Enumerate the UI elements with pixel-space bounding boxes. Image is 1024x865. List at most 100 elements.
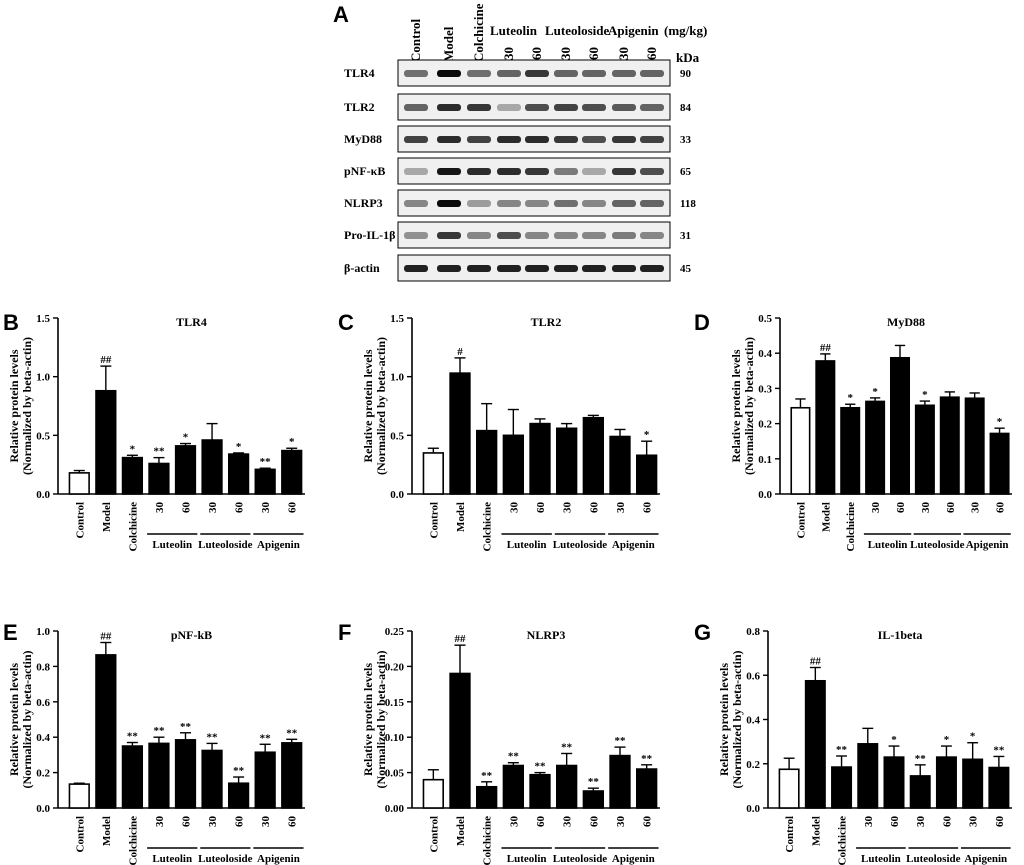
x-tick-label: 30: [915, 816, 927, 828]
y-axis-label: Relative protein levels: [717, 663, 731, 776]
x-tick-label: 60: [642, 816, 654, 828]
y-axis-label: Relative protein levels: [7, 349, 21, 462]
x-tick-label: Colchicine: [482, 502, 494, 552]
group-label: Apigenin: [257, 539, 300, 551]
x-tick-label: 60: [994, 816, 1006, 828]
y-tick-label: 0.6: [746, 670, 760, 682]
kda-value: 33: [680, 134, 692, 146]
significance-mark: #: [457, 346, 463, 358]
drug-header-apigenin: Apigenin: [608, 23, 659, 38]
group-label: Luteolin: [868, 539, 908, 551]
bar: [582, 416, 605, 495]
x-tick-label: Model: [101, 816, 113, 846]
significance-mark: **: [535, 761, 547, 773]
blot-band: [640, 70, 664, 77]
significance-mark: ##: [820, 342, 832, 354]
kda-value: 65: [680, 166, 692, 178]
blot-band: [404, 104, 428, 111]
bar: [939, 396, 960, 495]
blot-band: [554, 232, 578, 239]
lane-header: 30: [501, 47, 516, 60]
significance-mark: *: [644, 429, 650, 441]
kda-label: kDa: [676, 50, 700, 65]
x-tick-label: Control: [784, 816, 796, 852]
y-tick-label: 0.4: [758, 348, 772, 360]
blot-band: [582, 168, 606, 175]
significance-mark: **: [260, 456, 272, 468]
blot-band: [582, 232, 606, 239]
bar: [582, 790, 605, 809]
blot-band: [467, 265, 491, 272]
bar: [889, 356, 911, 495]
significance-mark: *: [289, 436, 295, 448]
x-tick-label: 30: [920, 502, 932, 514]
x-tick-label: Colchicine: [837, 816, 849, 865]
bar: [68, 472, 90, 495]
y-tick-label: 1.0: [36, 626, 50, 638]
blot-band: [582, 200, 606, 207]
blot-band: [525, 168, 549, 175]
group-label: Luteolin: [152, 853, 192, 865]
bar: [815, 360, 836, 495]
significance-mark: **: [508, 751, 520, 763]
x-tick-label: Model: [810, 816, 822, 846]
panel-letter-a: A: [333, 2, 349, 27]
significance-mark: **: [286, 727, 298, 739]
y-tick-label: 0.05: [385, 768, 405, 780]
y-axis-label: (Normalized by beta-actin): [374, 651, 388, 789]
blot-band: [467, 232, 491, 239]
lane-header: Model: [441, 26, 456, 62]
bar: [635, 454, 658, 495]
blot-band: [467, 104, 491, 111]
y-axis-label: Relative protein levels: [7, 663, 21, 776]
blot-band: [497, 265, 521, 272]
band-label: TLR4: [344, 66, 375, 80]
lane-header: Control: [408, 19, 423, 62]
blot-band: [497, 136, 521, 143]
blot-band: [525, 136, 549, 143]
y-tick-label: 0.8: [746, 626, 760, 638]
blot-band: [640, 200, 664, 207]
band-label: pNF-κB: [344, 164, 385, 178]
x-tick-label: 60: [535, 816, 547, 828]
x-tick-label: 60: [895, 502, 907, 514]
panel-letter: G: [694, 620, 711, 645]
blot-band: [525, 200, 549, 207]
significance-mark: **: [615, 735, 627, 747]
x-tick-label: 60: [234, 502, 246, 514]
y-tick-label: 0.1: [758, 454, 772, 466]
x-tick-label: 60: [642, 502, 654, 514]
bar: [227, 782, 250, 809]
kda-value: 84: [680, 102, 692, 114]
significance-mark: **: [127, 731, 139, 743]
blot-band: [497, 168, 521, 175]
panel-letter: E: [3, 620, 18, 645]
bar: [174, 445, 197, 495]
blot-band: [612, 265, 636, 272]
blot-band: [582, 265, 606, 272]
blot-band: [404, 200, 428, 207]
x-tick-label: 30: [207, 502, 219, 514]
significance-mark: **: [561, 741, 573, 753]
lane-header: 60: [644, 47, 659, 60]
y-tick-label: 0.25: [385, 626, 405, 638]
y-tick-label: 1.5: [390, 313, 404, 325]
bar: [831, 766, 853, 809]
y-axis-label: (Normalized by beta-actin): [20, 651, 34, 789]
x-tick-label: Control: [428, 816, 440, 852]
significance-mark: **: [153, 725, 165, 737]
x-tick-label: Control: [428, 502, 440, 538]
x-tick-label: 60: [588, 502, 600, 514]
significance-mark: **: [180, 721, 192, 733]
blot-band: [497, 200, 521, 207]
blot-band: [437, 200, 461, 207]
bar: [254, 751, 276, 809]
bar: [121, 745, 144, 809]
x-tick-label: 60: [995, 502, 1007, 514]
bar: [475, 429, 498, 495]
lane-header: 60: [529, 47, 544, 60]
chart-title: NLRP3: [527, 628, 566, 642]
band-label: MyD88: [344, 132, 382, 146]
y-tick-label: 1.5: [36, 313, 50, 325]
blot-band: [497, 70, 521, 77]
